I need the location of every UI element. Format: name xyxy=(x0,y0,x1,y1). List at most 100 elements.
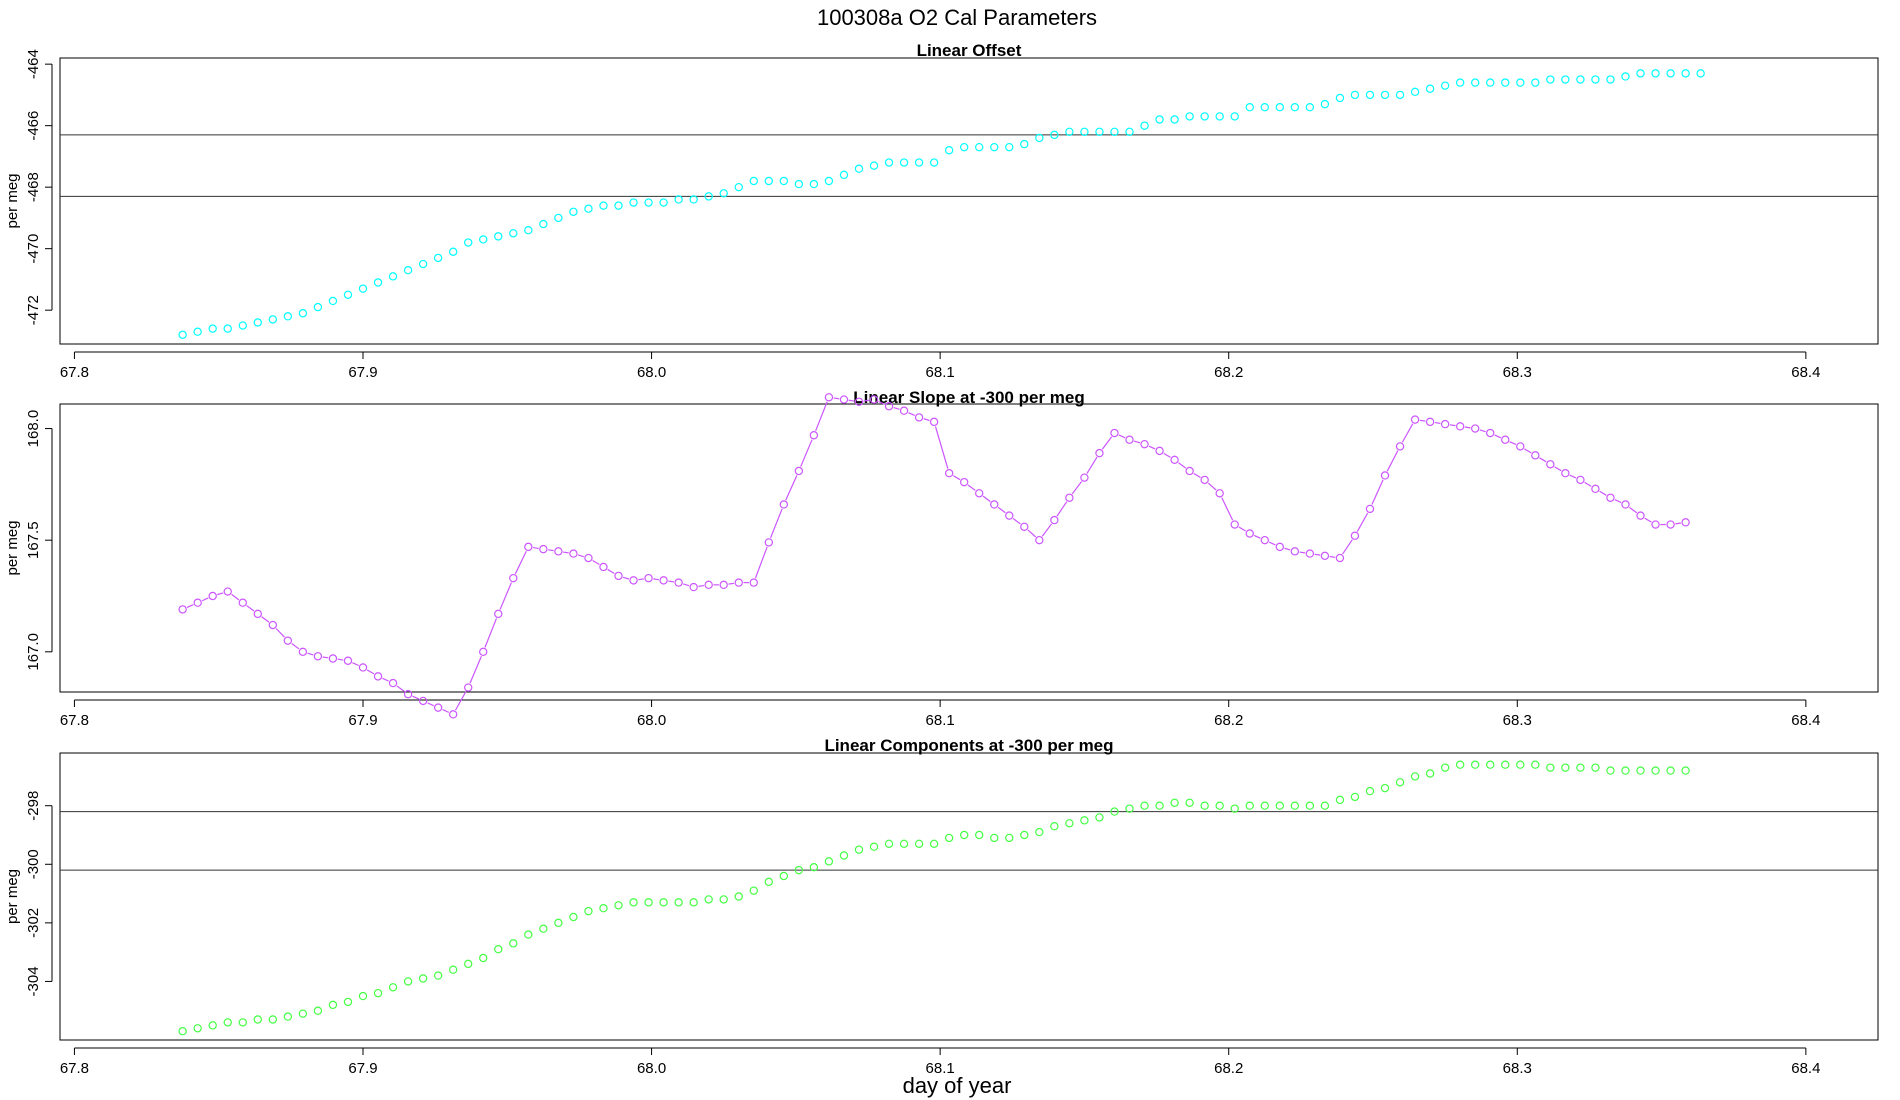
series-segment xyxy=(1253,534,1261,539)
data-point xyxy=(1080,473,1089,482)
data-point xyxy=(448,247,458,256)
x-tick-label: 68.2 xyxy=(1214,712,1243,729)
data-point xyxy=(509,573,518,583)
data-point xyxy=(944,146,954,155)
series-segment xyxy=(1449,424,1456,427)
data-point xyxy=(1621,500,1630,509)
y-tick-label: -302 xyxy=(25,908,42,938)
data-point xyxy=(1125,804,1134,813)
data-point xyxy=(464,959,473,969)
series-segment xyxy=(728,582,735,585)
x-tick-label: 67.8 xyxy=(60,712,89,729)
x-tick-label: 68.3 xyxy=(1503,364,1532,381)
data-point xyxy=(1335,93,1345,103)
data-point xyxy=(719,895,728,904)
y-tick-label: -472 xyxy=(25,295,42,325)
data-point xyxy=(975,142,984,152)
series-segment xyxy=(1178,462,1187,469)
chart-panels: Linear Offset 67.8 67.9 68.0 68.1 68.2 68.3 68.… xyxy=(4,41,1879,1077)
series-segment xyxy=(1356,512,1369,532)
data-point xyxy=(614,571,623,581)
data-point xyxy=(1606,75,1615,84)
x-tick-label: 68.1 xyxy=(926,1060,955,1077)
data-point xyxy=(1095,448,1104,458)
data-point xyxy=(779,500,789,509)
data-point xyxy=(584,553,593,563)
series-segment xyxy=(577,554,585,558)
series-segment xyxy=(1644,517,1652,523)
data-point xyxy=(313,302,323,312)
series-segment xyxy=(1599,490,1607,496)
data-point xyxy=(418,696,428,706)
data-point xyxy=(1275,542,1285,552)
data-point xyxy=(1636,766,1645,775)
data-point xyxy=(253,318,262,327)
data-point xyxy=(358,284,368,293)
series-segment xyxy=(291,643,300,650)
series-segment xyxy=(1479,429,1486,433)
series-segment xyxy=(1554,466,1562,472)
data-point xyxy=(178,330,187,339)
data-point xyxy=(1200,112,1209,121)
data-point xyxy=(1170,798,1179,807)
data-point xyxy=(1455,422,1465,431)
data-point xyxy=(1395,442,1405,451)
data-point xyxy=(614,901,623,910)
data-point xyxy=(464,683,473,692)
data-point xyxy=(1531,78,1540,87)
series-segment xyxy=(923,418,930,422)
data-point xyxy=(554,918,563,928)
data-point xyxy=(1501,760,1510,769)
series-segment xyxy=(1238,526,1246,532)
data-point xyxy=(313,1006,323,1015)
data-point xyxy=(569,912,578,922)
data-point xyxy=(1591,484,1600,494)
data-point xyxy=(1440,419,1450,429)
data-point xyxy=(659,898,668,907)
y-tick-label: 167.5 xyxy=(25,521,42,559)
data-point xyxy=(1380,90,1390,100)
data-point xyxy=(869,842,879,851)
data-point xyxy=(734,182,743,192)
data-point xyxy=(1155,446,1164,456)
data-point xyxy=(689,898,698,907)
series-segment xyxy=(201,597,209,602)
data-point xyxy=(328,654,338,663)
data-point xyxy=(1651,69,1660,78)
data-point xyxy=(1065,493,1074,502)
data-point xyxy=(1365,786,1375,796)
data-point xyxy=(884,839,894,848)
series-segment xyxy=(514,550,527,575)
data-point xyxy=(1666,520,1675,529)
data-point xyxy=(1200,801,1209,810)
data-point xyxy=(674,898,683,907)
data-point xyxy=(1440,81,1450,90)
series-segment xyxy=(217,592,224,596)
data-point xyxy=(1591,75,1600,84)
y-axis-label: per meg xyxy=(4,173,21,228)
data-point xyxy=(1065,819,1074,828)
data-point xyxy=(1140,801,1149,810)
data-point xyxy=(554,547,563,556)
data-point xyxy=(238,321,247,330)
data-point xyxy=(1230,520,1239,529)
data-point xyxy=(524,226,533,235)
data-points xyxy=(178,393,1690,719)
chart-panel-1: Linear Offset 67.8 67.9 68.0 68.1 68.2 68.3 68.… xyxy=(4,41,1879,381)
data-point xyxy=(1095,127,1104,137)
data-point xyxy=(1636,511,1645,520)
series-segment xyxy=(1086,456,1098,474)
data-point xyxy=(283,312,293,321)
data-point xyxy=(659,576,668,585)
data-point xyxy=(1561,75,1570,84)
x-tick-label: 68.2 xyxy=(1214,1060,1243,1077)
y-axis-label: per meg xyxy=(4,520,21,575)
data-point xyxy=(1125,127,1134,137)
series-segment xyxy=(967,484,976,491)
data-point xyxy=(1005,511,1014,520)
data-point xyxy=(1350,792,1360,802)
data-point xyxy=(1546,75,1555,84)
data-point xyxy=(1110,127,1119,137)
data-point xyxy=(944,833,954,843)
data-point xyxy=(869,161,879,170)
